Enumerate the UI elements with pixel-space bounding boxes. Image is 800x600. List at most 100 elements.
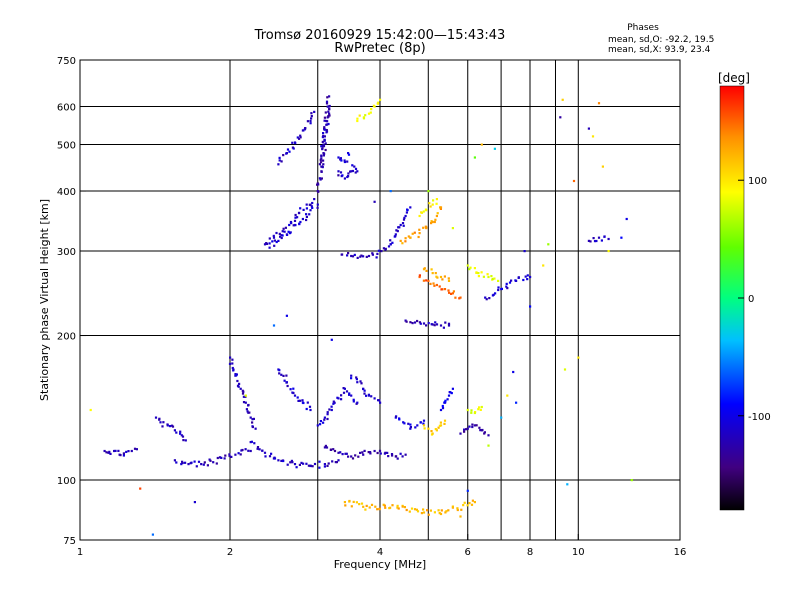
data-point [234, 453, 237, 456]
data-point [348, 392, 351, 395]
data-point [299, 136, 302, 139]
data-point [480, 143, 483, 146]
data-point [293, 223, 297, 227]
data-point [409, 236, 412, 239]
data-point [391, 504, 394, 507]
data-point [313, 198, 316, 201]
data-point [466, 504, 469, 507]
data-point [323, 126, 326, 129]
y-tick-label: 300 [57, 247, 76, 258]
data-point [396, 230, 399, 233]
data-point [159, 421, 162, 424]
data-point [409, 427, 412, 430]
data-point [433, 220, 436, 224]
data-point [494, 292, 497, 295]
data-point [203, 461, 206, 464]
data-point [352, 398, 355, 401]
data-point [344, 452, 347, 455]
data-point [390, 453, 394, 456]
data-point [319, 423, 322, 426]
data-point [309, 209, 312, 212]
data-point [322, 163, 325, 166]
data-point [365, 394, 368, 397]
data-point [477, 275, 480, 278]
data-point [493, 147, 496, 150]
data-point [317, 183, 320, 186]
grid-lines [80, 60, 680, 540]
data-point [436, 276, 439, 279]
data-point [320, 157, 323, 160]
data-point [493, 277, 496, 280]
data-point [437, 426, 440, 429]
data-point [559, 116, 562, 119]
data-point [388, 507, 391, 510]
data-point [350, 374, 353, 377]
data-point [330, 405, 333, 408]
data-point [484, 296, 487, 299]
data-point [184, 461, 187, 464]
data-point [360, 254, 363, 257]
data-point [351, 255, 355, 258]
data-point [430, 430, 433, 433]
data-point [327, 105, 330, 108]
data-point [410, 507, 414, 510]
data-point [367, 112, 371, 115]
data-point [362, 387, 365, 390]
phases-o-stats: mean, sd,O: -92.2, 19.5 [608, 35, 714, 45]
data-point [311, 201, 314, 205]
data-point [252, 417, 255, 420]
data-point [431, 272, 434, 275]
data-point [346, 254, 349, 257]
data-point [340, 159, 343, 162]
x-tick-label: 16 [674, 547, 687, 558]
data-point [322, 143, 325, 146]
data-point [193, 460, 196, 463]
data-point [439, 206, 443, 209]
data-point [419, 322, 422, 325]
data-point [346, 160, 349, 163]
data-point [341, 453, 344, 456]
data-point [439, 421, 442, 424]
data-point [237, 452, 240, 455]
data-point [299, 207, 302, 210]
data-point [321, 165, 324, 168]
data-point [326, 464, 329, 467]
data-point [184, 439, 187, 442]
data-point [285, 152, 288, 155]
data-point [468, 425, 471, 428]
data-point [383, 504, 386, 507]
data-point [378, 399, 381, 402]
data-point [317, 190, 320, 193]
data-point [337, 451, 340, 454]
data-point [139, 487, 142, 490]
data-point [506, 287, 509, 290]
data-point [343, 159, 346, 162]
y-tick-label: 600 [57, 103, 76, 114]
colorbar-tick-label: -100 [748, 412, 771, 423]
phases-heading: Phases [627, 23, 659, 33]
data-point [328, 114, 331, 117]
data-point [179, 430, 182, 433]
data-point [278, 159, 281, 162]
data-point [359, 380, 362, 383]
data-point [313, 110, 316, 113]
data-point [231, 366, 234, 370]
data-point [384, 247, 387, 250]
y-tick-label: 75 [63, 536, 76, 547]
data-point [478, 406, 481, 409]
data-point [370, 503, 374, 506]
data-point [308, 405, 312, 408]
data-point [471, 499, 474, 502]
data-point [354, 167, 358, 170]
data-point [497, 288, 500, 292]
data-point [319, 178, 322, 181]
data-point [593, 240, 597, 243]
data-point [297, 399, 300, 402]
data-point [377, 399, 380, 402]
data-point [350, 394, 353, 397]
data-point [296, 396, 299, 399]
data-point [418, 275, 421, 279]
data-point [356, 381, 359, 384]
data-point [430, 268, 433, 271]
data-point [311, 206, 314, 209]
